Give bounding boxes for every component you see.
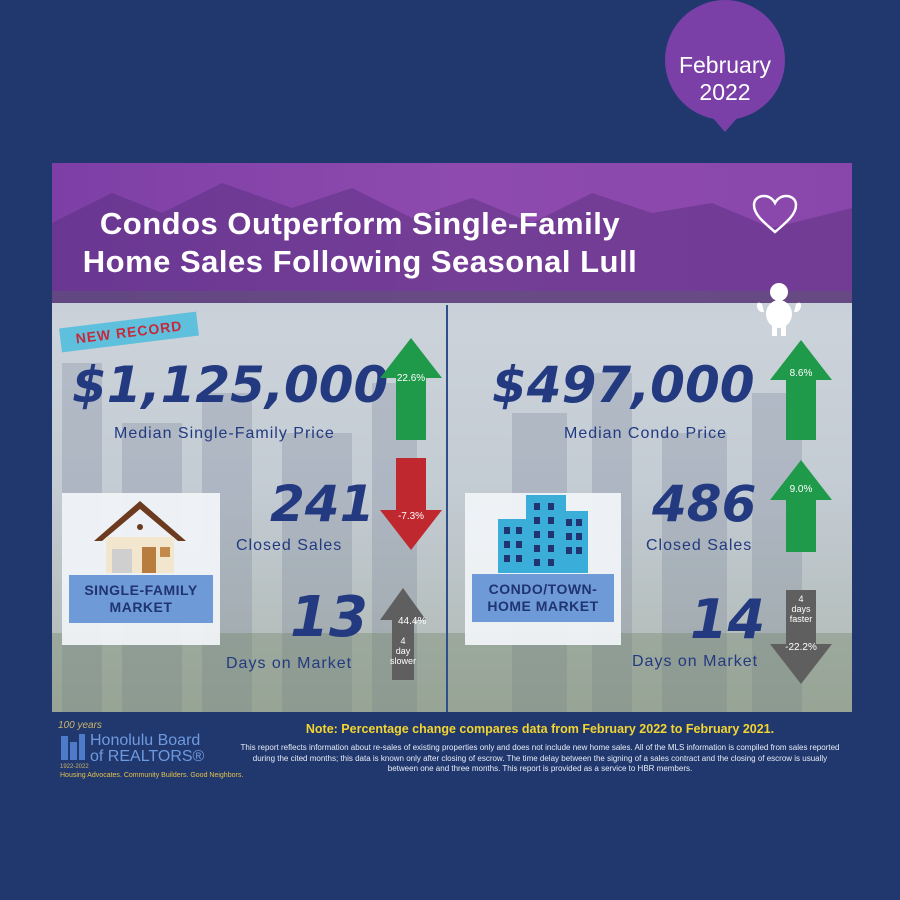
condo-price-change: 8.6% xyxy=(789,368,813,379)
condo-price-up-arrow xyxy=(770,340,832,440)
condo-market-label-line-2: HOME MARKET xyxy=(487,598,599,614)
banner-title-line-2: Home Sales Following Seasonal Lull xyxy=(82,244,638,279)
logo-line-1: Honolulu Board xyxy=(90,732,201,749)
condo-days-down-arrow xyxy=(770,590,832,684)
title-banner xyxy=(52,163,852,303)
sf-days-change: 44.4% xyxy=(398,616,427,627)
badge-month: February xyxy=(678,52,772,78)
heart-icon xyxy=(752,194,798,234)
condo-days-on-market: 14 xyxy=(690,588,766,651)
condo-sales-change: 9.0% xyxy=(789,484,813,495)
cupid-icon xyxy=(756,283,802,336)
footer-note: Note: Percentage change compares data fr… xyxy=(305,722,775,736)
infographic-card xyxy=(52,163,852,712)
month-badge xyxy=(665,0,785,120)
sf-days-note-num: 4 xyxy=(400,636,406,646)
condo-days-note-num: 4 xyxy=(798,594,804,604)
condo-closed-sales: 486 xyxy=(652,475,757,533)
sf-median-price: $1,125,000 xyxy=(72,356,389,414)
logo-line-2: of REALTORS® xyxy=(90,748,205,765)
sf-days-note-word: slower xyxy=(389,656,416,666)
condo-days-note-word: faster xyxy=(789,614,813,624)
hbr-logo: 100 years Honolulu Board of REALTORS® 19… xyxy=(58,720,243,780)
logo-years: 100 years xyxy=(58,720,102,731)
sf-days-on-market-label: Days on Market xyxy=(226,655,353,672)
badge-year: 2022 xyxy=(699,79,751,105)
sf-market-label-line-1: SINGLE-FAMILY xyxy=(84,582,198,598)
footer-disclaimer: This report reflects information about r… xyxy=(240,743,840,773)
city-building xyxy=(662,433,727,712)
condo-days-change: -22.2% xyxy=(785,642,817,653)
mountain-silhouette xyxy=(52,183,852,303)
condo-median-price: $497,000 xyxy=(492,356,755,414)
sf-median-price-label: Median Single-Family Price xyxy=(114,425,335,442)
condo-days-note-unit: days xyxy=(791,604,811,614)
logo-dates: 1922-2022 xyxy=(60,764,89,770)
sf-price-up-arrow xyxy=(380,338,442,440)
condo-days-on-market-label: Days on Market xyxy=(632,653,759,670)
greenery xyxy=(52,633,852,712)
month-badge-pin xyxy=(706,110,744,132)
condo-market-label: CONDO/TOWN- HOME MARKET xyxy=(472,574,614,622)
city-building xyxy=(282,433,352,712)
sf-market-label-line-2: MARKET xyxy=(109,599,173,615)
sf-closed-sales-label: Closed Sales xyxy=(236,537,343,554)
sf-sales-down-arrow xyxy=(380,458,442,550)
hbr-mark-icon xyxy=(61,734,85,760)
condo-sales-up-arrow xyxy=(770,460,832,552)
sf-days-up-arrow xyxy=(380,588,426,680)
column-divider xyxy=(446,305,448,712)
sf-closed-sales: 241 xyxy=(270,475,375,533)
house-icon xyxy=(94,501,186,573)
banner-title-line-1: Condos Outperform Single-Family xyxy=(99,206,621,241)
condo-market-label-line-1: CONDO/TOWN- xyxy=(488,581,598,597)
sf-days-on-market: 13 xyxy=(290,585,368,650)
condo-median-price-label: Median Condo Price xyxy=(564,425,727,442)
sf-market-label: SINGLE-FAMILY MARKET xyxy=(69,575,213,623)
condo-building-icon xyxy=(498,495,588,573)
condo-closed-sales-label: Closed Sales xyxy=(646,537,753,554)
sf-price-change: 22.6% xyxy=(396,373,426,384)
logo-tagline: Housing Advocates. Community Builders. G… xyxy=(60,772,244,779)
sf-sales-change: -7.3% xyxy=(397,511,425,522)
sf-days-note-unit: day xyxy=(395,646,411,656)
